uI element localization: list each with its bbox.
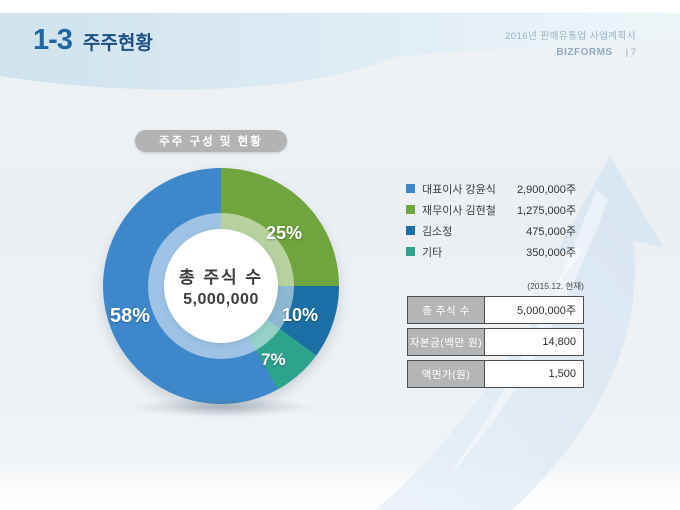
legend-label: 재무이사 김현철 bbox=[422, 204, 496, 217]
donut-hole bbox=[164, 229, 278, 343]
legend-label: 김소정 bbox=[422, 225, 453, 238]
legend-item: 기타 350,000주 bbox=[406, 246, 576, 259]
doc-title: 2016년 판매유통업 사업계획서 bbox=[504, 31, 636, 42]
page-number: | 7 bbox=[625, 47, 636, 58]
legend-swatch-darkblue bbox=[406, 226, 415, 235]
section-title: 주주현황 bbox=[82, 33, 153, 54]
row-value: 5,000,000주 bbox=[516, 305, 576, 317]
total-shares-label: 총 주식 수 bbox=[178, 268, 263, 287]
summary-table: (2015.12. 현재) 총 주식 수 5,000,000주 자본금(백만 원… bbox=[407, 280, 584, 392]
legend-swatch-blue bbox=[406, 184, 415, 193]
legend-item: 대표이사 강윤식 2,900,000주 bbox=[406, 183, 576, 196]
legend-label: 대표이사 강윤식 bbox=[422, 183, 496, 196]
slice-label-58: 58% bbox=[110, 305, 151, 327]
row-header: 총 주식 수 bbox=[408, 297, 485, 323]
legend-label: 기타 bbox=[422, 246, 443, 259]
section-label-pill: 주주 구성 및 현황 bbox=[135, 130, 287, 152]
legend-swatch-green bbox=[406, 205, 415, 214]
legend-value: 2,900,000주 bbox=[516, 183, 576, 196]
table-row: 자본금(백만 원) 14,800 bbox=[407, 328, 584, 356]
slice-label-10: 10% bbox=[282, 305, 319, 325]
slice-label-25: 25% bbox=[266, 223, 303, 243]
header-meta: 2016년 판매유통업 사업계획서 BIZFORMS | 7 bbox=[505, 28, 636, 58]
row-value: 14,800 bbox=[542, 336, 576, 348]
brand-label: BIZFORMS bbox=[556, 47, 613, 58]
donut-chart: 총 주식 수 5,000,000 58% 25% 10% 7% bbox=[103, 168, 339, 404]
page-title: 1-3 주주현황 bbox=[33, 24, 153, 57]
table-row: 총 주식 수 5,000,000주 bbox=[407, 296, 584, 324]
row-value: 1,500 bbox=[548, 368, 576, 380]
slice-label-7: 7% bbox=[261, 350, 286, 369]
total-shares-value: 5,000,000 bbox=[183, 291, 259, 308]
section-number: 1-3 bbox=[33, 24, 73, 56]
legend-value: 475,000주 bbox=[526, 225, 576, 238]
legend-item: 재무이사 김현철 1,275,000주 bbox=[406, 204, 576, 217]
row-header: 액면가(원) bbox=[408, 361, 485, 387]
legend-item: 김소정 475,000주 bbox=[406, 225, 576, 238]
table-caption: (2015.12. 현재) bbox=[527, 281, 584, 291]
row-header: 자본금(백만 원) bbox=[408, 329, 485, 355]
legend-value: 350,000주 bbox=[526, 246, 576, 259]
table-row: 액면가(원) 1,500 bbox=[407, 360, 584, 388]
donut-center-text: 총 주식 수 5,000,000 bbox=[103, 168, 339, 404]
legend-value: 1,275,000주 bbox=[516, 204, 576, 217]
donut-drop-shadow bbox=[127, 397, 319, 417]
chart-legend: 대표이사 강윤식 2,900,000주 재무이사 김현철 1,275,000주 … bbox=[406, 183, 576, 267]
legend-swatch-teal bbox=[406, 247, 415, 256]
